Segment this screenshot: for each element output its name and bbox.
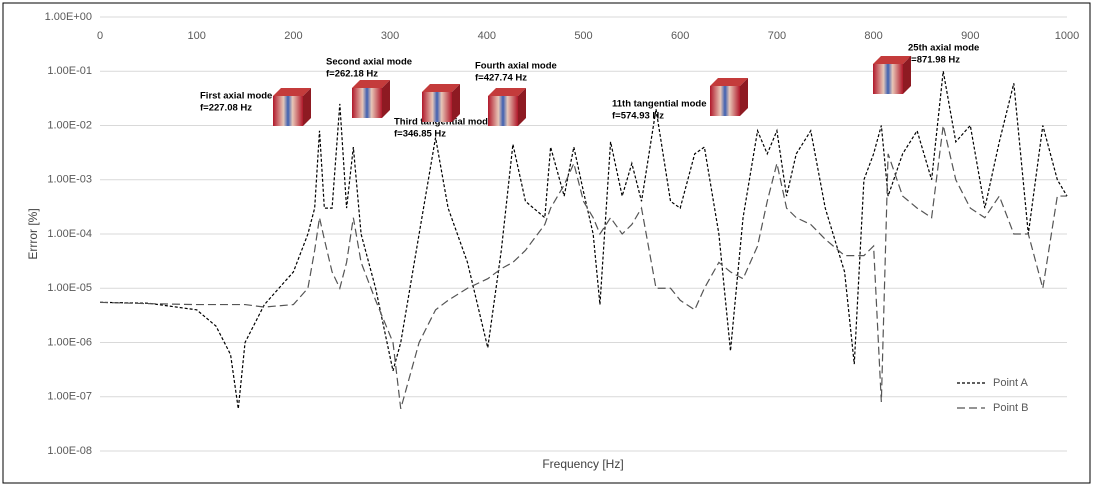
series-line bbox=[100, 126, 1067, 409]
y-tick-label: 1.00E-06 bbox=[47, 336, 92, 348]
annotation: Second axial mode bbox=[326, 57, 412, 68]
frame bbox=[3, 3, 1090, 483]
annotation: f=346.85 Hz bbox=[394, 129, 446, 140]
x-axis-title: Frequency [Hz] bbox=[542, 457, 623, 471]
mode-icon bbox=[873, 64, 903, 94]
y-tick-label: 1.00E-05 bbox=[47, 282, 92, 294]
annotation: f=227.08 Hz bbox=[200, 103, 252, 114]
y-tick-label: 1.00E-01 bbox=[47, 65, 92, 77]
x-tick-label: 900 bbox=[961, 30, 979, 42]
y-tick-label: 1.00E-02 bbox=[47, 119, 92, 131]
mode-icon bbox=[273, 96, 303, 126]
mode-icon bbox=[488, 96, 518, 126]
x-tick-label: 1000 bbox=[1055, 30, 1079, 42]
annotation: f=427.74 Hz bbox=[475, 73, 527, 84]
chart: Frequency [Hz] Errror [%] 1.00E-08 1.00E-… bbox=[0, 0, 1094, 487]
legend-label: Point A bbox=[993, 377, 1029, 389]
annotation: f=574.93 Hz bbox=[612, 111, 664, 122]
x-tick-label: 200 bbox=[284, 30, 302, 42]
annotation: 11th tangential mode bbox=[612, 99, 707, 110]
y-axis-title: Errror [%] bbox=[26, 208, 40, 259]
mode-icon bbox=[352, 88, 382, 118]
legend-label: Point B bbox=[993, 402, 1028, 414]
series-line bbox=[100, 71, 1067, 409]
x-tick-label: 800 bbox=[864, 30, 882, 42]
y-tick-label: 1.00E-08 bbox=[47, 445, 92, 457]
x-tick-label: 600 bbox=[671, 30, 689, 42]
y-tick-label: 1.00E+00 bbox=[45, 11, 92, 23]
x-tick-label: 400 bbox=[478, 30, 496, 42]
annotation: Fourth axial mode bbox=[475, 61, 557, 72]
x-tick-label: 700 bbox=[768, 30, 786, 42]
annotation: First axial mode bbox=[200, 91, 272, 102]
x-tick-label: 0 bbox=[97, 30, 103, 42]
x-tick-label: 300 bbox=[381, 30, 399, 42]
mode-icon bbox=[422, 92, 452, 122]
y-tick-label: 1.00E-04 bbox=[47, 228, 92, 240]
mode-icon bbox=[710, 86, 740, 116]
y-tick-label: 1.00E-07 bbox=[47, 391, 92, 403]
x-tick-label: 100 bbox=[188, 30, 206, 42]
annotation: f=262.18 Hz bbox=[326, 69, 378, 80]
x-tick-label: 500 bbox=[574, 30, 592, 42]
annotation: 25th axial mode bbox=[908, 43, 979, 54]
page: {"chart_data": {"type": "line", "x_label… bbox=[0, 0, 1094, 487]
y-tick-label: 1.00E-03 bbox=[47, 174, 92, 186]
annotation: f=871.98 Hz bbox=[908, 55, 960, 66]
